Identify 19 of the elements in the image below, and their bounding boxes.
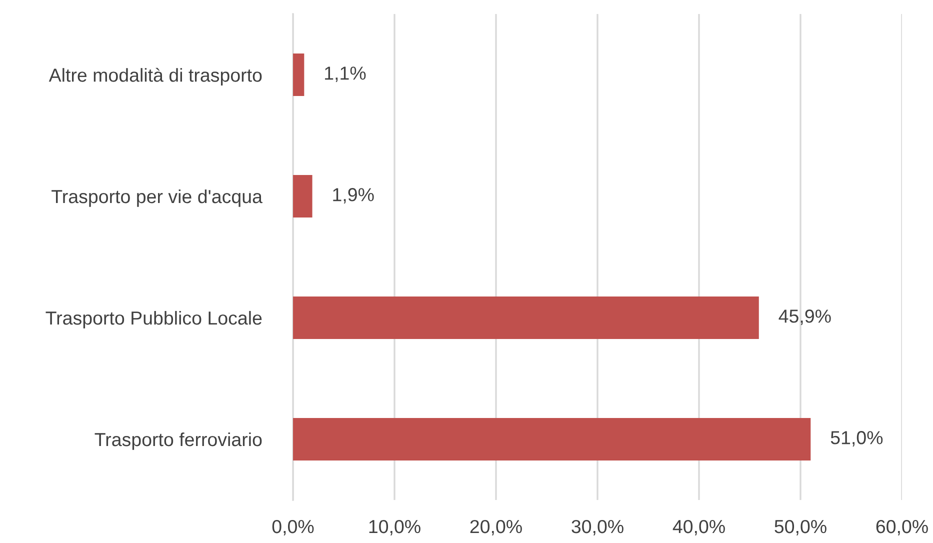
y-tick-label: Trasporto per vie d'acqua [52, 189, 262, 207]
bar [293, 418, 811, 461]
y-tick-label: Trasporto ferroviario [94, 432, 262, 450]
x-tick-label: 40,0% [672, 520, 725, 536]
x-tick-label: 10,0% [369, 520, 420, 536]
data-label: 45,9% [778, 310, 831, 325]
bar [293, 53, 304, 96]
x-tick-label: 60,0% [876, 520, 928, 536]
bar [293, 174, 312, 218]
x-tick-label: 50,0% [774, 520, 826, 536]
y-tick-label: Altre modalità di trasporto [48, 68, 262, 86]
x-tick-label: 20,0% [470, 520, 522, 536]
bar [293, 296, 759, 340]
x-tick-label: 0,0% [272, 520, 314, 536]
data-label: 51,0% [830, 431, 883, 446]
y-tick-label: Trasporto Pubblico Locale [46, 310, 262, 328]
x-tick-label: 30,0% [572, 520, 624, 536]
data-label: 1,1% [325, 66, 366, 82]
data-label: 1,9% [333, 188, 374, 204]
